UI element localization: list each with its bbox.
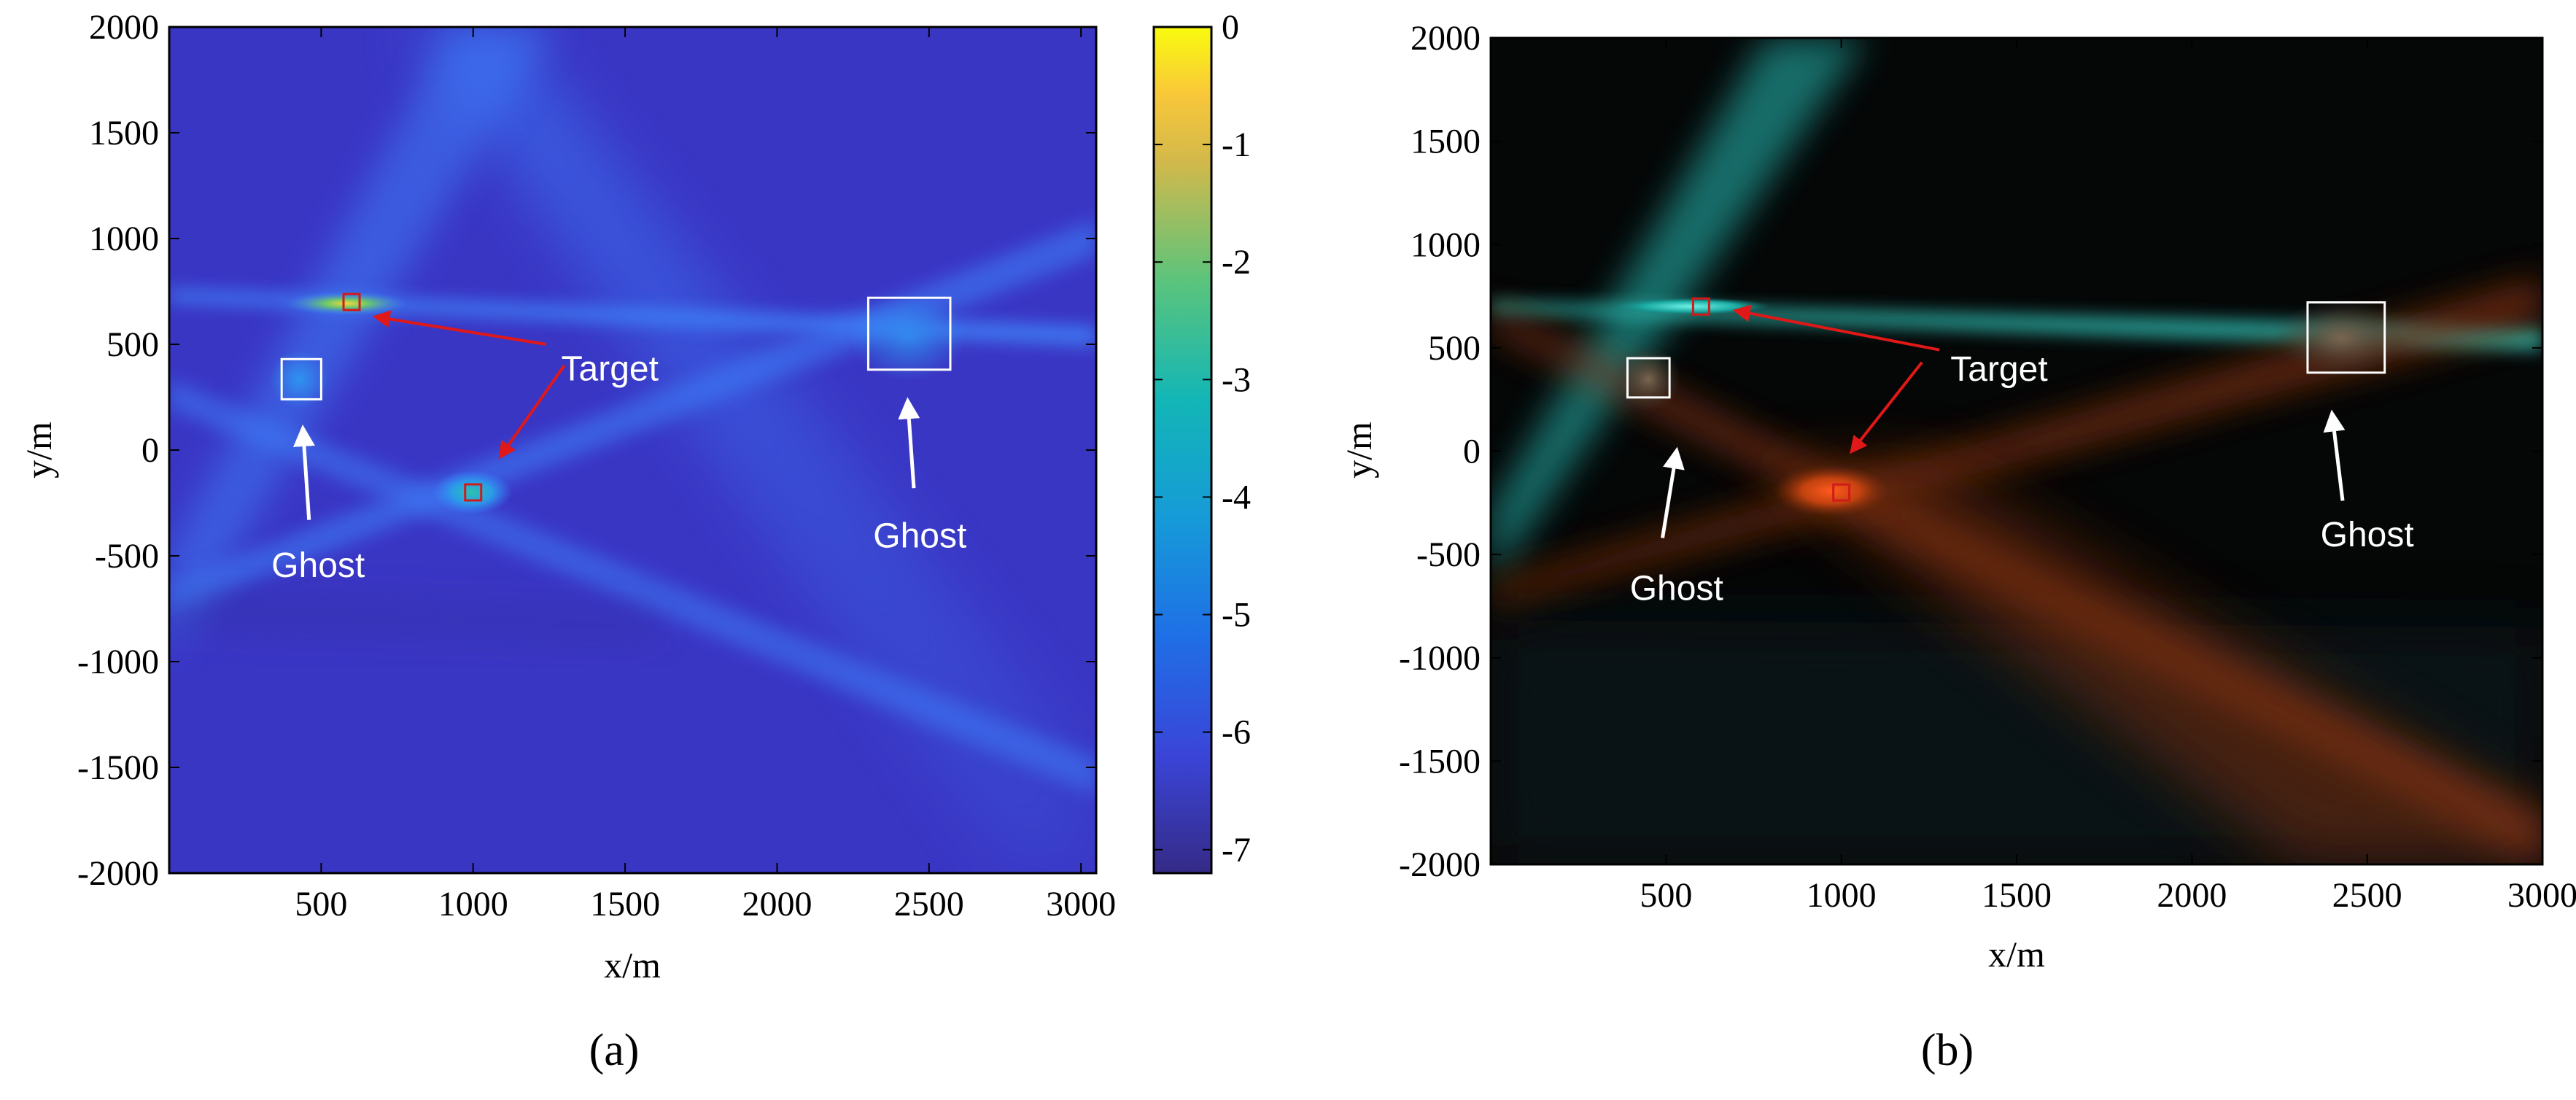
x-axis-label-a: x/m — [604, 945, 661, 985]
heatmap-b — [1491, 38, 2542, 864]
beam-a-upper-left — [169, 27, 554, 656]
x-tick-label: 500 — [295, 885, 347, 923]
y-tick-label: -2000 — [1399, 845, 1481, 884]
x-tick-label: 2000 — [2157, 876, 2227, 915]
arrows-b: Target Ghost Ghost — [1630, 304, 2414, 608]
hotspot-b-ghost-2 — [2276, 298, 2407, 378]
target-arrow — [1732, 304, 1940, 352]
ghost-box — [866, 296, 952, 371]
y-tick-label: -1000 — [77, 643, 159, 681]
hotspot-b-ghost-1 — [1615, 346, 1681, 412]
x-axis-a: 500 1000 1500 2000 2500 3000 — [295, 27, 1116, 923]
y-tick-label: 500 — [1428, 329, 1481, 368]
ghost-arrow — [898, 397, 920, 489]
y-tick-label: 0 — [141, 431, 159, 470]
hotspot-a-target-2 — [432, 470, 512, 514]
x-tick-label: 3000 — [2507, 876, 2576, 915]
panel-label-a: (a) — [589, 1026, 640, 1075]
target-marker — [1832, 483, 1851, 502]
annotation-ghost: Ghost — [1630, 569, 1723, 608]
colorbar-tick-label: -7 — [1222, 831, 1251, 869]
hotspot-b-target-1 — [1610, 298, 1771, 315]
colorbar-tick-label: -6 — [1222, 713, 1251, 752]
y-tick-label: 500 — [106, 325, 159, 364]
x-tick-label: 2500 — [894, 885, 964, 923]
target-arrow — [1850, 361, 1923, 454]
beam-a-lower-shadow — [169, 591, 656, 642]
y-tick-label: 2000 — [89, 8, 159, 47]
ghost-arrow — [292, 425, 315, 520]
panel-b: 500 1000 1500 2000 2500 3000 -2000-1500-1000-… — [1338, 19, 2576, 1075]
x-tick-label: 500 — [1640, 876, 1692, 915]
y-axis-a: -2000 -1500 -1000 -500 0 500 1000 1500 2000 — [77, 8, 1096, 893]
y-tick-label: 1500 — [89, 114, 159, 152]
ghost-box — [2306, 301, 2386, 374]
heatmap-a — [169, 27, 1096, 873]
x-tick-label: 1000 — [438, 885, 508, 923]
y-axis-b: -2000 -1500 -1000 -500 0 500 1000 1500 2000 — [1399, 19, 2542, 884]
x-tick-label: 3000 — [1046, 885, 1116, 923]
y-tick-label: -2000 — [77, 854, 159, 893]
hotspot-a-target-1 — [284, 292, 408, 315]
annotation-ghost: Ghost — [873, 516, 966, 555]
beam-a-diagonal-main — [408, 27, 1096, 873]
annotation-target: Target — [562, 349, 659, 388]
y-tick-label: -500 — [1416, 535, 1481, 574]
colorbar-a — [1152, 26, 1213, 875]
y-tick-label: -1500 — [77, 748, 159, 787]
y-tick-label: 1000 — [89, 220, 159, 258]
y-axis-label-b: y/m — [1338, 422, 1379, 479]
target-marker — [464, 483, 483, 502]
x-axis-b: 500 1000 1500 2000 2500 3000 — [1640, 38, 2576, 915]
annotation-ghost: Ghost — [2321, 516, 2414, 554]
x-tick-label: 1500 — [1982, 876, 2052, 915]
target-marker — [342, 293, 361, 311]
ghost-box — [1626, 357, 1671, 399]
colorbar-tick-label: 0 — [1222, 8, 1239, 47]
colorbar-tick-label: -1 — [1222, 125, 1251, 164]
x-tick-label: 1000 — [1807, 876, 1877, 915]
y-tick-label: -500 — [95, 537, 159, 576]
panel-a: 500 1000 1500 2000 2500 3000 -2000-1500-1000-… — [18, 8, 1251, 1075]
colorbar-tick-label: -2 — [1222, 243, 1251, 282]
beam-b-orange-broad — [1765, 460, 2542, 864]
ghost-box — [280, 357, 322, 400]
x-tick-label: 2000 — [742, 885, 812, 923]
x-tick-label: 2500 — [2332, 876, 2402, 915]
x-tick-label: 1500 — [590, 885, 660, 923]
colorbar-tick-label: -4 — [1222, 478, 1251, 516]
arrows-a: Target Ghost Ghost — [271, 310, 966, 585]
y-tick-label: 1000 — [1411, 225, 1481, 264]
target-arrow — [498, 364, 566, 460]
ghost-arrow — [2323, 409, 2346, 501]
hotspot-a-ghost-2 — [850, 293, 966, 381]
annotation-target: Target — [1950, 350, 2047, 389]
target-marker — [1691, 297, 1710, 316]
y-tick-label: 1500 — [1411, 123, 1481, 161]
beam-a-falling — [169, 379, 1096, 795]
ghost-arrow — [1661, 446, 1685, 538]
hotspot-a-ghost-1 — [270, 350, 328, 408]
panel-label-b: (b) — [1921, 1026, 1974, 1075]
target-arrow — [372, 310, 547, 346]
colorbar-tick-label: -3 — [1222, 360, 1251, 399]
beam-b-orange-rising — [1491, 277, 2542, 605]
y-axis-label-a: y/m — [18, 422, 59, 479]
y-tick-label: 2000 — [1411, 19, 1481, 58]
y-tick-label: -1500 — [1399, 742, 1481, 781]
annotation-ghost: Ghost — [271, 546, 365, 585]
hotspot-b-target-2 — [1773, 465, 1890, 516]
y-tick-label: 0 — [1463, 433, 1481, 471]
colorbar-a-ticks: 0 -1 -2 -3 -4 -5 -6 -7 — [1154, 8, 1251, 869]
y-tick-label: -1000 — [1399, 639, 1481, 678]
x-axis-label-b: x/m — [1988, 934, 2045, 975]
colorbar-tick-label: -5 — [1222, 596, 1251, 635]
